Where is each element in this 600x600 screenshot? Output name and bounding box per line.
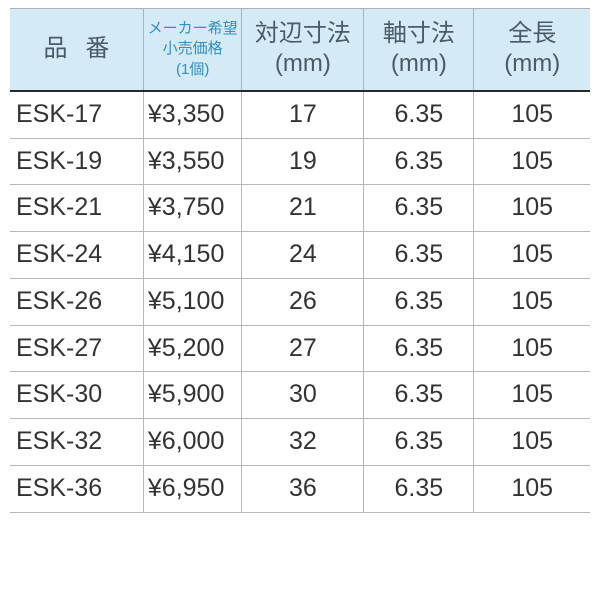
table-row: ESK-32¥6,000326.35105 [10,419,590,466]
cell-price: ¥4,150 [143,232,242,279]
cell-shaft: 6.35 [364,325,474,372]
table-row: ESK-26¥5,100266.35105 [10,278,590,325]
table-row: ESK-24¥4,150246.35105 [10,232,590,279]
table-row: ESK-21¥3,750216.35105 [10,185,590,232]
cell-part: ESK-36 [10,465,143,512]
col-header-outer-label: 対辺寸法 [255,20,351,47]
cell-shaft: 6.35 [364,278,474,325]
table-header-row: 品番 メーカー希望 小売価格 (1個) 対辺寸法 (mm) 軸寸法 (mm) 全… [10,9,590,91]
cell-outer: 24 [242,232,364,279]
cell-part: ESK-19 [10,138,143,185]
col-header-length-label: 全長 [508,20,556,47]
cell-price: ¥6,000 [143,419,242,466]
col-header-part-label: 品番 [43,35,127,62]
cell-price: ¥5,100 [143,278,242,325]
cell-outer: 27 [242,325,364,372]
cell-length: 105 [474,232,590,279]
cell-shaft: 6.35 [364,232,474,279]
cell-outer: 36 [242,465,364,512]
cell-length: 105 [474,91,590,138]
cell-shaft: 6.35 [364,138,474,185]
cell-length: 105 [474,465,590,512]
cell-length: 105 [474,185,590,232]
cell-price: ¥5,200 [143,325,242,372]
cell-length: 105 [474,278,590,325]
cell-part: ESK-17 [10,91,143,138]
cell-price: ¥5,900 [143,372,242,419]
table-row: ESK-27¥5,200276.35105 [10,325,590,372]
cell-shaft: 6.35 [364,465,474,512]
table-row: ESK-19¥3,550196.35105 [10,138,590,185]
cell-part: ESK-21 [10,185,143,232]
cell-length: 105 [474,419,590,466]
col-header-price: メーカー希望 小売価格 (1個) [143,9,242,91]
col-header-outer-unit: (mm) [244,49,361,79]
col-header-shaft-unit: (mm) [366,49,471,79]
cell-outer: 21 [242,185,364,232]
cell-part: ESK-30 [10,372,143,419]
cell-length: 105 [474,372,590,419]
cell-price: ¥3,550 [143,138,242,185]
col-header-outer: 対辺寸法 (mm) [242,9,364,91]
table-row: ESK-30¥5,900306.35105 [10,372,590,419]
cell-part: ESK-32 [10,419,143,466]
cell-price: ¥3,750 [143,185,242,232]
cell-price: ¥6,950 [143,465,242,512]
col-header-price-line2: 小売価格 [163,40,223,57]
spec-table-container: 品番 メーカー希望 小売価格 (1個) 対辺寸法 (mm) 軸寸法 (mm) 全… [0,0,600,521]
cell-shaft: 6.35 [364,372,474,419]
col-header-length: 全長 (mm) [474,9,590,91]
col-header-price-line1: メーカー希望 [148,20,238,37]
col-header-shaft: 軸寸法 (mm) [364,9,474,91]
cell-price: ¥3,350 [143,91,242,138]
cell-length: 105 [474,325,590,372]
table-row: ESK-17¥3,350176.35105 [10,91,590,138]
col-header-shaft-label: 軸寸法 [383,20,455,47]
cell-outer: 26 [242,278,364,325]
cell-outer: 17 [242,91,364,138]
cell-part: ESK-26 [10,278,143,325]
cell-outer: 32 [242,419,364,466]
table-row: ESK-36¥6,950366.35105 [10,465,590,512]
cell-shaft: 6.35 [364,91,474,138]
spec-table: 品番 メーカー希望 小売価格 (1個) 対辺寸法 (mm) 軸寸法 (mm) 全… [10,8,590,513]
cell-outer: 19 [242,138,364,185]
col-header-price-line3: (1個) [176,61,209,78]
cell-outer: 30 [242,372,364,419]
cell-part: ESK-24 [10,232,143,279]
cell-length: 105 [474,138,590,185]
cell-shaft: 6.35 [364,185,474,232]
col-header-length-unit: (mm) [476,49,588,79]
table-body: ESK-17¥3,350176.35105ESK-19¥3,550196.351… [10,91,590,512]
col-header-part: 品番 [10,9,143,91]
cell-shaft: 6.35 [364,419,474,466]
cell-part: ESK-27 [10,325,143,372]
